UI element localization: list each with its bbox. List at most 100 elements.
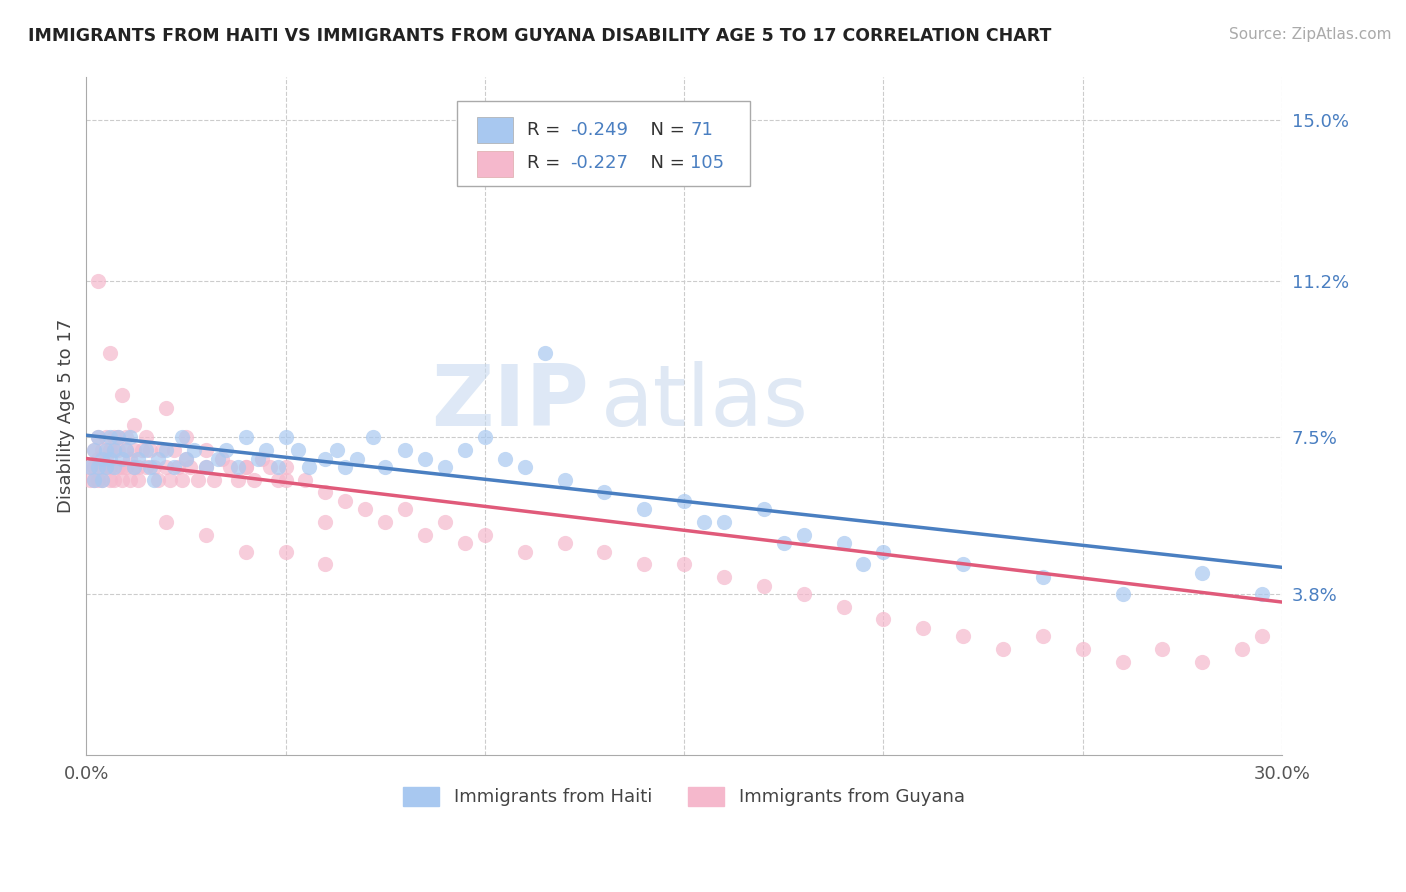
Point [633,558,655,572]
Point [335,460,357,475]
Point [122,460,145,475]
Point [872,544,894,558]
Point [274,460,297,475]
Point [250,451,273,466]
Point [155,443,177,458]
Point [79,460,101,475]
Point [1251,629,1274,643]
Point [235,544,257,558]
Point [127,460,149,475]
Point [87,430,110,444]
Point [226,460,249,475]
Point [163,460,186,475]
Point [107,443,129,458]
Point [146,473,169,487]
Point [87,451,110,466]
Point [98,460,121,475]
Point [103,430,125,444]
Point [298,460,321,475]
Point [314,558,336,572]
Point [135,430,157,444]
Point [79,473,101,487]
Point [1152,642,1174,657]
Point [91,473,114,487]
Point [96,451,118,466]
Point [91,451,114,466]
Point [103,443,125,458]
Point [155,460,177,475]
Point [194,527,217,541]
Legend: Immigrants from Haiti, Immigrants from Guyana: Immigrants from Haiti, Immigrants from G… [396,780,972,814]
Point [454,536,477,550]
Point [135,460,157,475]
Point [187,473,209,487]
Point [793,527,815,541]
Point [111,460,134,475]
Point [394,502,416,516]
Point [266,460,288,475]
Point [361,430,384,444]
Point [96,460,118,475]
Text: R =: R = [527,120,567,138]
Point [991,642,1014,657]
Point [143,473,166,487]
Point [912,621,935,635]
Point [394,443,416,458]
Point [673,493,696,508]
Point [87,430,110,444]
Point [127,473,149,487]
Point [146,451,169,466]
FancyBboxPatch shape [477,118,513,143]
FancyBboxPatch shape [457,101,749,186]
Point [1032,629,1054,643]
Point [713,515,735,529]
Point [433,515,456,529]
Point [287,443,309,458]
Point [218,460,240,475]
Point [374,515,396,529]
Point [135,443,157,458]
Point [127,451,149,466]
Point [174,451,197,466]
Point [413,451,436,466]
Text: R =: R = [527,154,567,172]
Point [1111,587,1133,601]
Point [1191,655,1213,669]
Point [107,430,129,444]
Point [96,443,118,458]
Point [167,460,190,475]
Point [83,443,105,458]
Point [183,443,205,458]
Point [122,417,145,432]
Point [194,460,217,475]
Point [952,629,974,643]
Point [832,599,855,614]
Point [513,460,536,475]
Point [335,493,357,508]
Point [98,430,121,444]
Text: -0.227: -0.227 [571,154,628,172]
Point [413,527,436,541]
Point [533,345,555,359]
Point [633,502,655,516]
Point [83,473,105,487]
Point [1230,642,1253,657]
Point [139,443,162,458]
Point [103,473,125,487]
FancyBboxPatch shape [477,152,513,177]
Point [593,485,616,500]
Point [235,430,257,444]
Point [274,430,297,444]
Point [107,460,129,475]
Point [752,578,775,592]
Point [120,451,142,466]
Point [374,460,396,475]
Point [87,473,110,487]
Point [83,460,105,475]
Point [103,460,125,475]
Text: Source: ZipAtlas.com: Source: ZipAtlas.com [1229,27,1392,42]
Point [554,536,576,550]
Point [107,430,129,444]
Text: IMMIGRANTS FROM HAITI VS IMMIGRANTS FROM GUYANA DISABILITY AGE 5 TO 17 CORRELATI: IMMIGRANTS FROM HAITI VS IMMIGRANTS FROM… [28,27,1052,45]
Point [150,443,173,458]
